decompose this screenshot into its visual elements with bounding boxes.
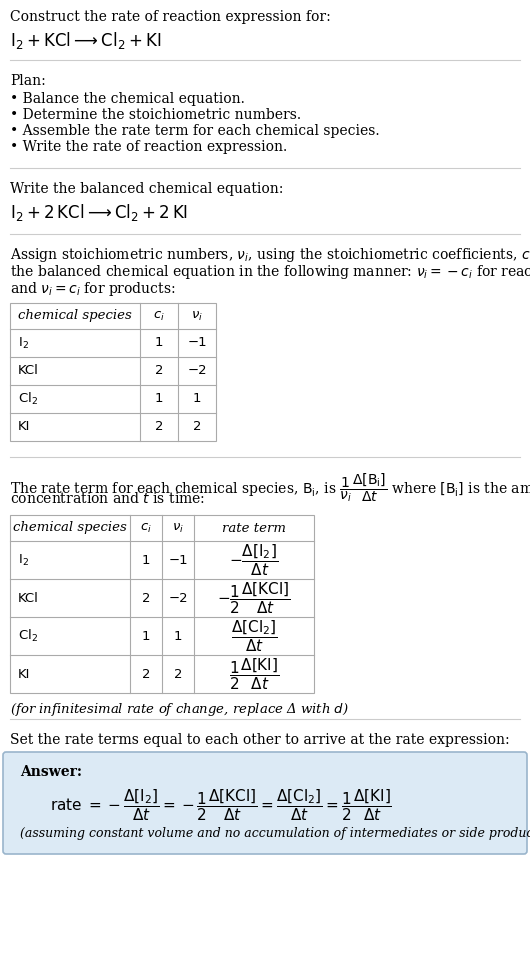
Text: KI: KI <box>18 668 30 680</box>
Text: 2: 2 <box>142 591 150 604</box>
Text: $\mathrm{I_2 + 2\,KCl \longrightarrow Cl_2 + 2\,KI}$: $\mathrm{I_2 + 2\,KCl \longrightarrow Cl… <box>10 202 188 223</box>
Text: The rate term for each chemical species, $\mathrm{B_i}$, is $\dfrac{1}{\nu_i}\df: The rate term for each chemical species,… <box>10 471 530 504</box>
Text: • Determine the stoichiometric numbers.: • Determine the stoichiometric numbers. <box>10 108 301 122</box>
Text: rate $= -\dfrac{\Delta[\mathrm{I_2}]}{\Delta t} = -\dfrac{1}{2}\dfrac{\Delta[\ma: rate $= -\dfrac{\Delta[\mathrm{I_2}]}{\D… <box>50 787 392 823</box>
Text: Assign stoichiometric numbers, $\nu_i$, using the stoichiometric coefficients, $: Assign stoichiometric numbers, $\nu_i$, … <box>10 246 530 264</box>
Text: Write the balanced chemical equation:: Write the balanced chemical equation: <box>10 182 284 196</box>
Text: concentration and $t$ is time:: concentration and $t$ is time: <box>10 491 205 506</box>
Text: $\mathrm{Cl_2}$: $\mathrm{Cl_2}$ <box>18 391 38 407</box>
Text: 1: 1 <box>142 630 150 642</box>
Text: (assuming constant volume and no accumulation of intermediates or side products): (assuming constant volume and no accumul… <box>20 827 530 840</box>
Text: $\mathrm{Cl_2}$: $\mathrm{Cl_2}$ <box>18 628 38 644</box>
Text: $c_i$: $c_i$ <box>153 309 165 322</box>
Text: $\mathrm{I_2 + KCl \longrightarrow Cl_2 + KI}$: $\mathrm{I_2 + KCl \longrightarrow Cl_2 … <box>10 30 162 51</box>
Text: $-\dfrac{1}{2}\dfrac{\Delta[\mathrm{KCl}]}{\Delta t}$: $-\dfrac{1}{2}\dfrac{\Delta[\mathrm{KCl}… <box>217 580 291 616</box>
Text: $\mathrm{I_2}$: $\mathrm{I_2}$ <box>18 336 29 350</box>
Text: $\dfrac{1}{2}\dfrac{\Delta[\mathrm{KI}]}{\Delta t}$: $\dfrac{1}{2}\dfrac{\Delta[\mathrm{KI}]}… <box>229 656 279 692</box>
Text: KCl: KCl <box>18 364 39 378</box>
Text: Plan:: Plan: <box>10 74 46 88</box>
Text: 1: 1 <box>174 630 182 642</box>
FancyBboxPatch shape <box>3 752 527 854</box>
Text: $\nu_i$: $\nu_i$ <box>191 309 203 322</box>
Text: 1: 1 <box>142 553 150 566</box>
Text: • Assemble the rate term for each chemical species.: • Assemble the rate term for each chemic… <box>10 124 379 138</box>
Text: Answer:: Answer: <box>20 765 82 779</box>
Text: • Balance the chemical equation.: • Balance the chemical equation. <box>10 92 245 106</box>
Text: −2: −2 <box>168 591 188 604</box>
Text: and $\nu_i = c_i$ for products:: and $\nu_i = c_i$ for products: <box>10 280 175 298</box>
Text: Set the rate terms equal to each other to arrive at the rate expression:: Set the rate terms equal to each other t… <box>10 733 510 747</box>
Text: $\dfrac{\Delta[\mathrm{Cl_2}]}{\Delta t}$: $\dfrac{\Delta[\mathrm{Cl_2}]}{\Delta t}… <box>231 618 277 654</box>
Text: Construct the rate of reaction expression for:: Construct the rate of reaction expressio… <box>10 10 331 24</box>
Text: 2: 2 <box>174 668 182 680</box>
Text: KCl: KCl <box>18 591 39 604</box>
Text: 1: 1 <box>193 392 201 405</box>
Text: KI: KI <box>18 421 30 433</box>
Text: 2: 2 <box>142 668 150 680</box>
Text: chemical species: chemical species <box>18 309 132 322</box>
Text: −1: −1 <box>168 553 188 566</box>
Text: rate term: rate term <box>222 521 286 535</box>
Text: −1: −1 <box>187 337 207 349</box>
Text: 2: 2 <box>155 364 163 378</box>
Text: • Write the rate of reaction expression.: • Write the rate of reaction expression. <box>10 140 287 154</box>
Text: 1: 1 <box>155 337 163 349</box>
Text: chemical species: chemical species <box>13 521 127 535</box>
Text: the balanced chemical equation in the following manner: $\nu_i = -c_i$ for react: the balanced chemical equation in the fo… <box>10 263 530 281</box>
Bar <box>10 303 216 441</box>
Text: −2: −2 <box>187 364 207 378</box>
Text: 2: 2 <box>193 421 201 433</box>
Bar <box>10 515 314 693</box>
Text: $\nu_i$: $\nu_i$ <box>172 521 184 535</box>
Text: $c_i$: $c_i$ <box>140 521 152 535</box>
Text: 2: 2 <box>155 421 163 433</box>
Text: $-\dfrac{\Delta[\mathrm{I_2}]}{\Delta t}$: $-\dfrac{\Delta[\mathrm{I_2}]}{\Delta t}… <box>229 542 278 578</box>
Text: (for infinitesimal rate of change, replace Δ with $d$): (for infinitesimal rate of change, repla… <box>10 701 349 718</box>
Text: $\mathrm{I_2}$: $\mathrm{I_2}$ <box>18 552 29 568</box>
Text: 1: 1 <box>155 392 163 405</box>
